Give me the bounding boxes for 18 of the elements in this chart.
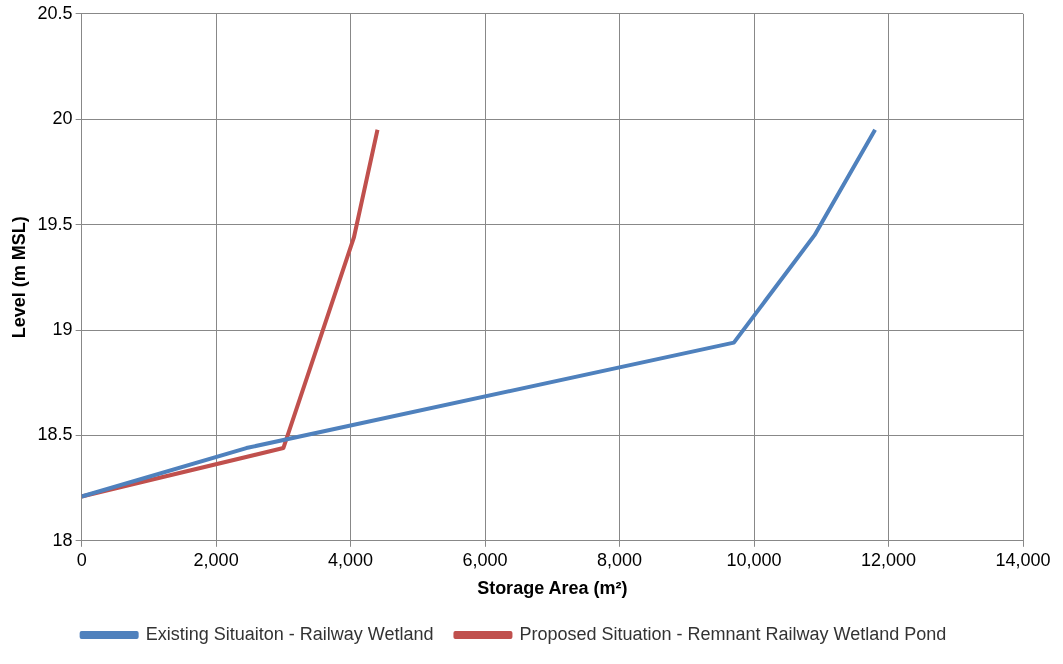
x-tick-label: 4,000 [328,549,374,570]
x-tick-label: 14,000 [995,549,1051,570]
x-tick-label: 12,000 [860,549,917,570]
y-tick-label: 19.5 [37,213,73,234]
y-tick-label: 20 [52,108,73,129]
x-axis-title: Storage Area (m²) [477,578,628,599]
y-tick-label: 20.5 [37,2,73,23]
y-tick-label: 18 [52,529,73,550]
x-tick-label: 10,000 [726,549,782,570]
x-tick-label: 0 [76,549,87,570]
x-tick-label: 8,000 [597,549,643,570]
x-tick-label: 2,000 [193,549,239,570]
y-tick-label: 18.5 [37,424,73,445]
x-tick-label: 6,000 [462,549,508,570]
legend-label: Proposed Situation - Remnant Railway Wetland Pond [519,623,947,644]
y-axis-title: Level (m MSL) [8,216,29,339]
legend-label: Existing Situaiton - Railway Wetland [145,623,434,644]
y-tick-label: 19 [52,318,73,339]
